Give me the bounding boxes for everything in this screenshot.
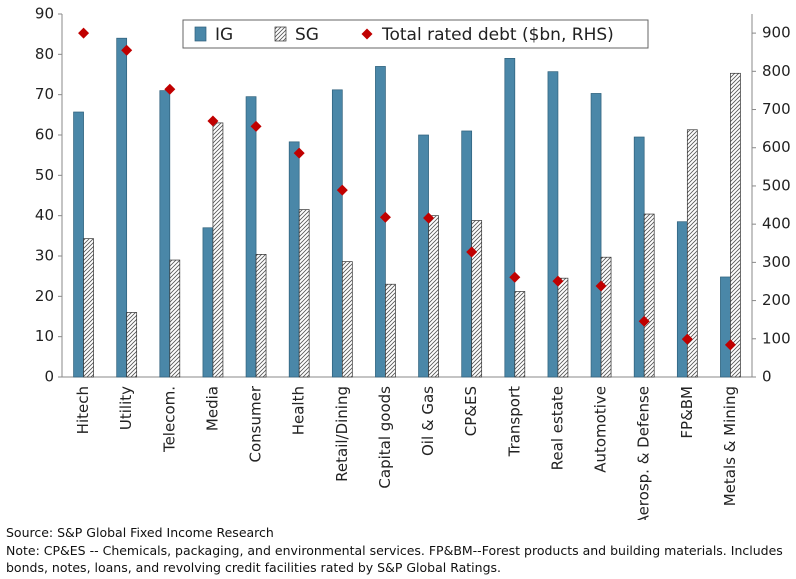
y-tick-label: 60 xyxy=(35,126,54,144)
debt-marker xyxy=(336,184,348,196)
y2-tick-label: 600 xyxy=(762,138,791,156)
bar xyxy=(547,71,559,378)
x-tick-label: Health xyxy=(290,386,308,435)
x-tick-label: Capital goods xyxy=(376,386,394,489)
bar xyxy=(590,93,602,378)
y2-tick-label: 800 xyxy=(762,62,791,80)
bar xyxy=(557,277,569,378)
bar xyxy=(504,58,516,378)
bar xyxy=(633,136,645,378)
bar xyxy=(514,291,526,378)
legend-swatch xyxy=(361,28,373,40)
bar xyxy=(720,276,731,378)
y2-tick-label: 700 xyxy=(762,100,791,118)
bar xyxy=(341,261,353,378)
legend-box xyxy=(182,19,649,49)
y2-tick-label: 0 xyxy=(762,368,772,386)
legend-label: IG xyxy=(215,25,233,45)
bar xyxy=(375,66,386,378)
debt-marker xyxy=(207,115,219,127)
x-tick-label: Transport xyxy=(505,386,523,458)
bar xyxy=(331,89,343,378)
debt-marker xyxy=(121,44,133,56)
chart: 0102030405060708090010020030040050060070… xyxy=(35,5,791,521)
x-tick-label: Aerosp. & Defense xyxy=(635,386,653,520)
y2-tick-label: 100 xyxy=(762,329,791,347)
legend-label: SG xyxy=(295,25,319,45)
source: Source: S&P Global Fixed Income Research xyxy=(6,525,274,540)
debt-marker xyxy=(250,120,262,132)
debt-marker xyxy=(724,339,736,351)
bar xyxy=(298,209,310,378)
x-tick-label: Real estate xyxy=(548,386,566,470)
x-tick-label: Telecom. xyxy=(160,386,178,453)
bar xyxy=(385,283,396,378)
debt-marker xyxy=(379,211,391,223)
y-tick-label: 80 xyxy=(35,45,54,63)
x-tick-label: Retail/Dining xyxy=(333,386,351,482)
x-tick-label: Oil & Gas xyxy=(419,386,437,456)
y2-tick-label: 900 xyxy=(762,24,791,42)
debt-marker xyxy=(293,147,305,159)
debt-marker xyxy=(466,246,478,258)
bar xyxy=(116,37,128,378)
x-tick-label: Utility xyxy=(117,386,135,430)
y-tick-label: 50 xyxy=(35,166,54,184)
bar xyxy=(212,122,224,378)
x-tick-label: CP&ES xyxy=(462,386,480,436)
debt-marker xyxy=(638,315,650,327)
bar xyxy=(471,220,483,378)
legend-label: Total rated debt ($bn, RHS) xyxy=(381,25,614,45)
bar xyxy=(730,72,741,378)
bar xyxy=(686,129,698,378)
bar xyxy=(600,256,612,378)
legend-swatch xyxy=(274,26,287,42)
debt-marker xyxy=(509,271,521,283)
bar xyxy=(83,238,94,378)
y2-tick-label: 300 xyxy=(762,253,791,271)
debt-marker xyxy=(552,275,564,287)
bar xyxy=(418,134,429,378)
y-tick-label: 0 xyxy=(44,368,54,386)
y-tick-label: 40 xyxy=(35,206,54,224)
y2-tick-label: 500 xyxy=(762,176,791,194)
bar xyxy=(73,111,84,378)
y2-tick-label: 200 xyxy=(762,291,791,309)
bar xyxy=(126,312,138,378)
bar xyxy=(245,96,257,378)
bar xyxy=(159,90,171,378)
x-tick-label: Hitech xyxy=(74,386,92,434)
y-tick-label: 10 xyxy=(35,327,54,345)
bar xyxy=(676,221,688,378)
debt-marker xyxy=(681,333,693,345)
bar xyxy=(643,213,655,378)
x-tick-label: Media xyxy=(203,386,221,431)
debt-marker xyxy=(423,212,435,224)
x-tick-label: Automotive xyxy=(592,386,610,473)
y-tick-label: 30 xyxy=(35,247,54,265)
bar xyxy=(288,141,300,378)
x-tick-label: Consumer xyxy=(247,385,265,462)
y-tick-label: 20 xyxy=(35,287,54,305)
x-tick-label: FP&BM xyxy=(678,386,696,439)
x-tick-label: Metals & Mining xyxy=(721,386,739,506)
y-tick-label: 90 xyxy=(35,5,54,23)
y-tick-label: 70 xyxy=(35,85,54,103)
debt-marker xyxy=(78,27,90,39)
bar xyxy=(169,259,181,378)
debt-marker xyxy=(595,280,607,292)
y2-tick-label: 400 xyxy=(762,215,791,233)
note: Note: CP&ES -- Chemicals, packaging, and… xyxy=(6,543,783,575)
bar xyxy=(255,254,267,378)
debt-marker xyxy=(164,83,176,95)
bar xyxy=(428,215,439,378)
bar xyxy=(202,227,214,378)
legend-swatch xyxy=(194,26,207,42)
